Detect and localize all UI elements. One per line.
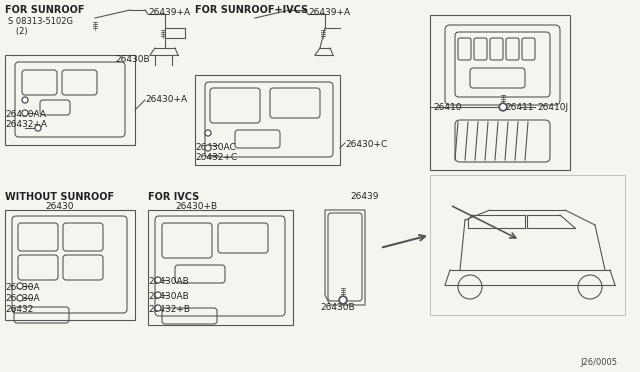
Text: 26430B: 26430B: [115, 55, 150, 64]
Text: 26430AA: 26430AA: [5, 110, 46, 119]
Circle shape: [36, 126, 40, 130]
Text: 26430A: 26430A: [5, 294, 40, 303]
Bar: [5, 55, 135, 145]
Circle shape: [17, 283, 23, 289]
Circle shape: [206, 131, 210, 135]
Text: FOR SUNROOF+IVCS: FOR SUNROOF+IVCS: [195, 5, 308, 15]
Text: J26/0005: J26/0005: [580, 358, 617, 367]
Circle shape: [23, 111, 27, 115]
Text: 26430AB: 26430AB: [148, 277, 189, 286]
Text: 26411: 26411: [505, 103, 534, 112]
Text: 26430B: 26430B: [320, 303, 355, 312]
Circle shape: [19, 284, 22, 288]
Circle shape: [501, 105, 505, 109]
Bar: [430, 175, 625, 315]
Text: S 08313-5102G
   (2): S 08313-5102G (2): [8, 17, 73, 36]
Text: 26430+B: 26430+B: [175, 202, 217, 211]
Text: 26439+A: 26439+A: [308, 8, 350, 17]
Bar: [195, 75, 340, 165]
Circle shape: [156, 294, 159, 296]
Text: 26430+C: 26430+C: [345, 140, 387, 149]
Text: 26430AC: 26430AC: [195, 143, 236, 152]
Circle shape: [339, 296, 347, 304]
Text: 26410J: 26410J: [537, 103, 568, 112]
Text: FOR SUNROOF: FOR SUNROOF: [5, 5, 84, 15]
Text: 26430AB: 26430AB: [148, 292, 189, 301]
Circle shape: [155, 292, 161, 298]
Text: 26439+A: 26439+A: [148, 8, 190, 17]
Text: 26432: 26432: [5, 305, 33, 314]
Text: WITHOUT SUNROOF: WITHOUT SUNROOF: [5, 192, 114, 202]
Text: 26432+C: 26432+C: [195, 153, 237, 162]
Text: 26430A: 26430A: [5, 283, 40, 292]
Circle shape: [22, 110, 28, 116]
Circle shape: [35, 125, 41, 131]
Circle shape: [205, 130, 211, 136]
Circle shape: [23, 98, 27, 102]
Text: 26432+A: 26432+A: [5, 120, 47, 129]
Text: FOR IVCS: FOR IVCS: [148, 192, 199, 202]
Circle shape: [206, 146, 210, 150]
Circle shape: [499, 103, 507, 111]
Bar: [430, 15, 570, 170]
Text: 26410: 26410: [433, 103, 461, 112]
Bar: [5, 210, 135, 320]
Circle shape: [155, 305, 161, 311]
Text: 26432+B: 26432+B: [148, 305, 190, 314]
Circle shape: [17, 295, 23, 301]
Text: 26439: 26439: [350, 192, 378, 201]
Circle shape: [22, 97, 28, 103]
Text: 26430: 26430: [45, 202, 74, 211]
Bar: [148, 210, 293, 325]
Circle shape: [156, 307, 159, 310]
Circle shape: [19, 296, 22, 300]
Circle shape: [205, 145, 211, 151]
Circle shape: [156, 278, 159, 282]
Text: 26430+A: 26430+A: [145, 95, 187, 104]
Circle shape: [341, 298, 345, 302]
Circle shape: [155, 277, 161, 283]
